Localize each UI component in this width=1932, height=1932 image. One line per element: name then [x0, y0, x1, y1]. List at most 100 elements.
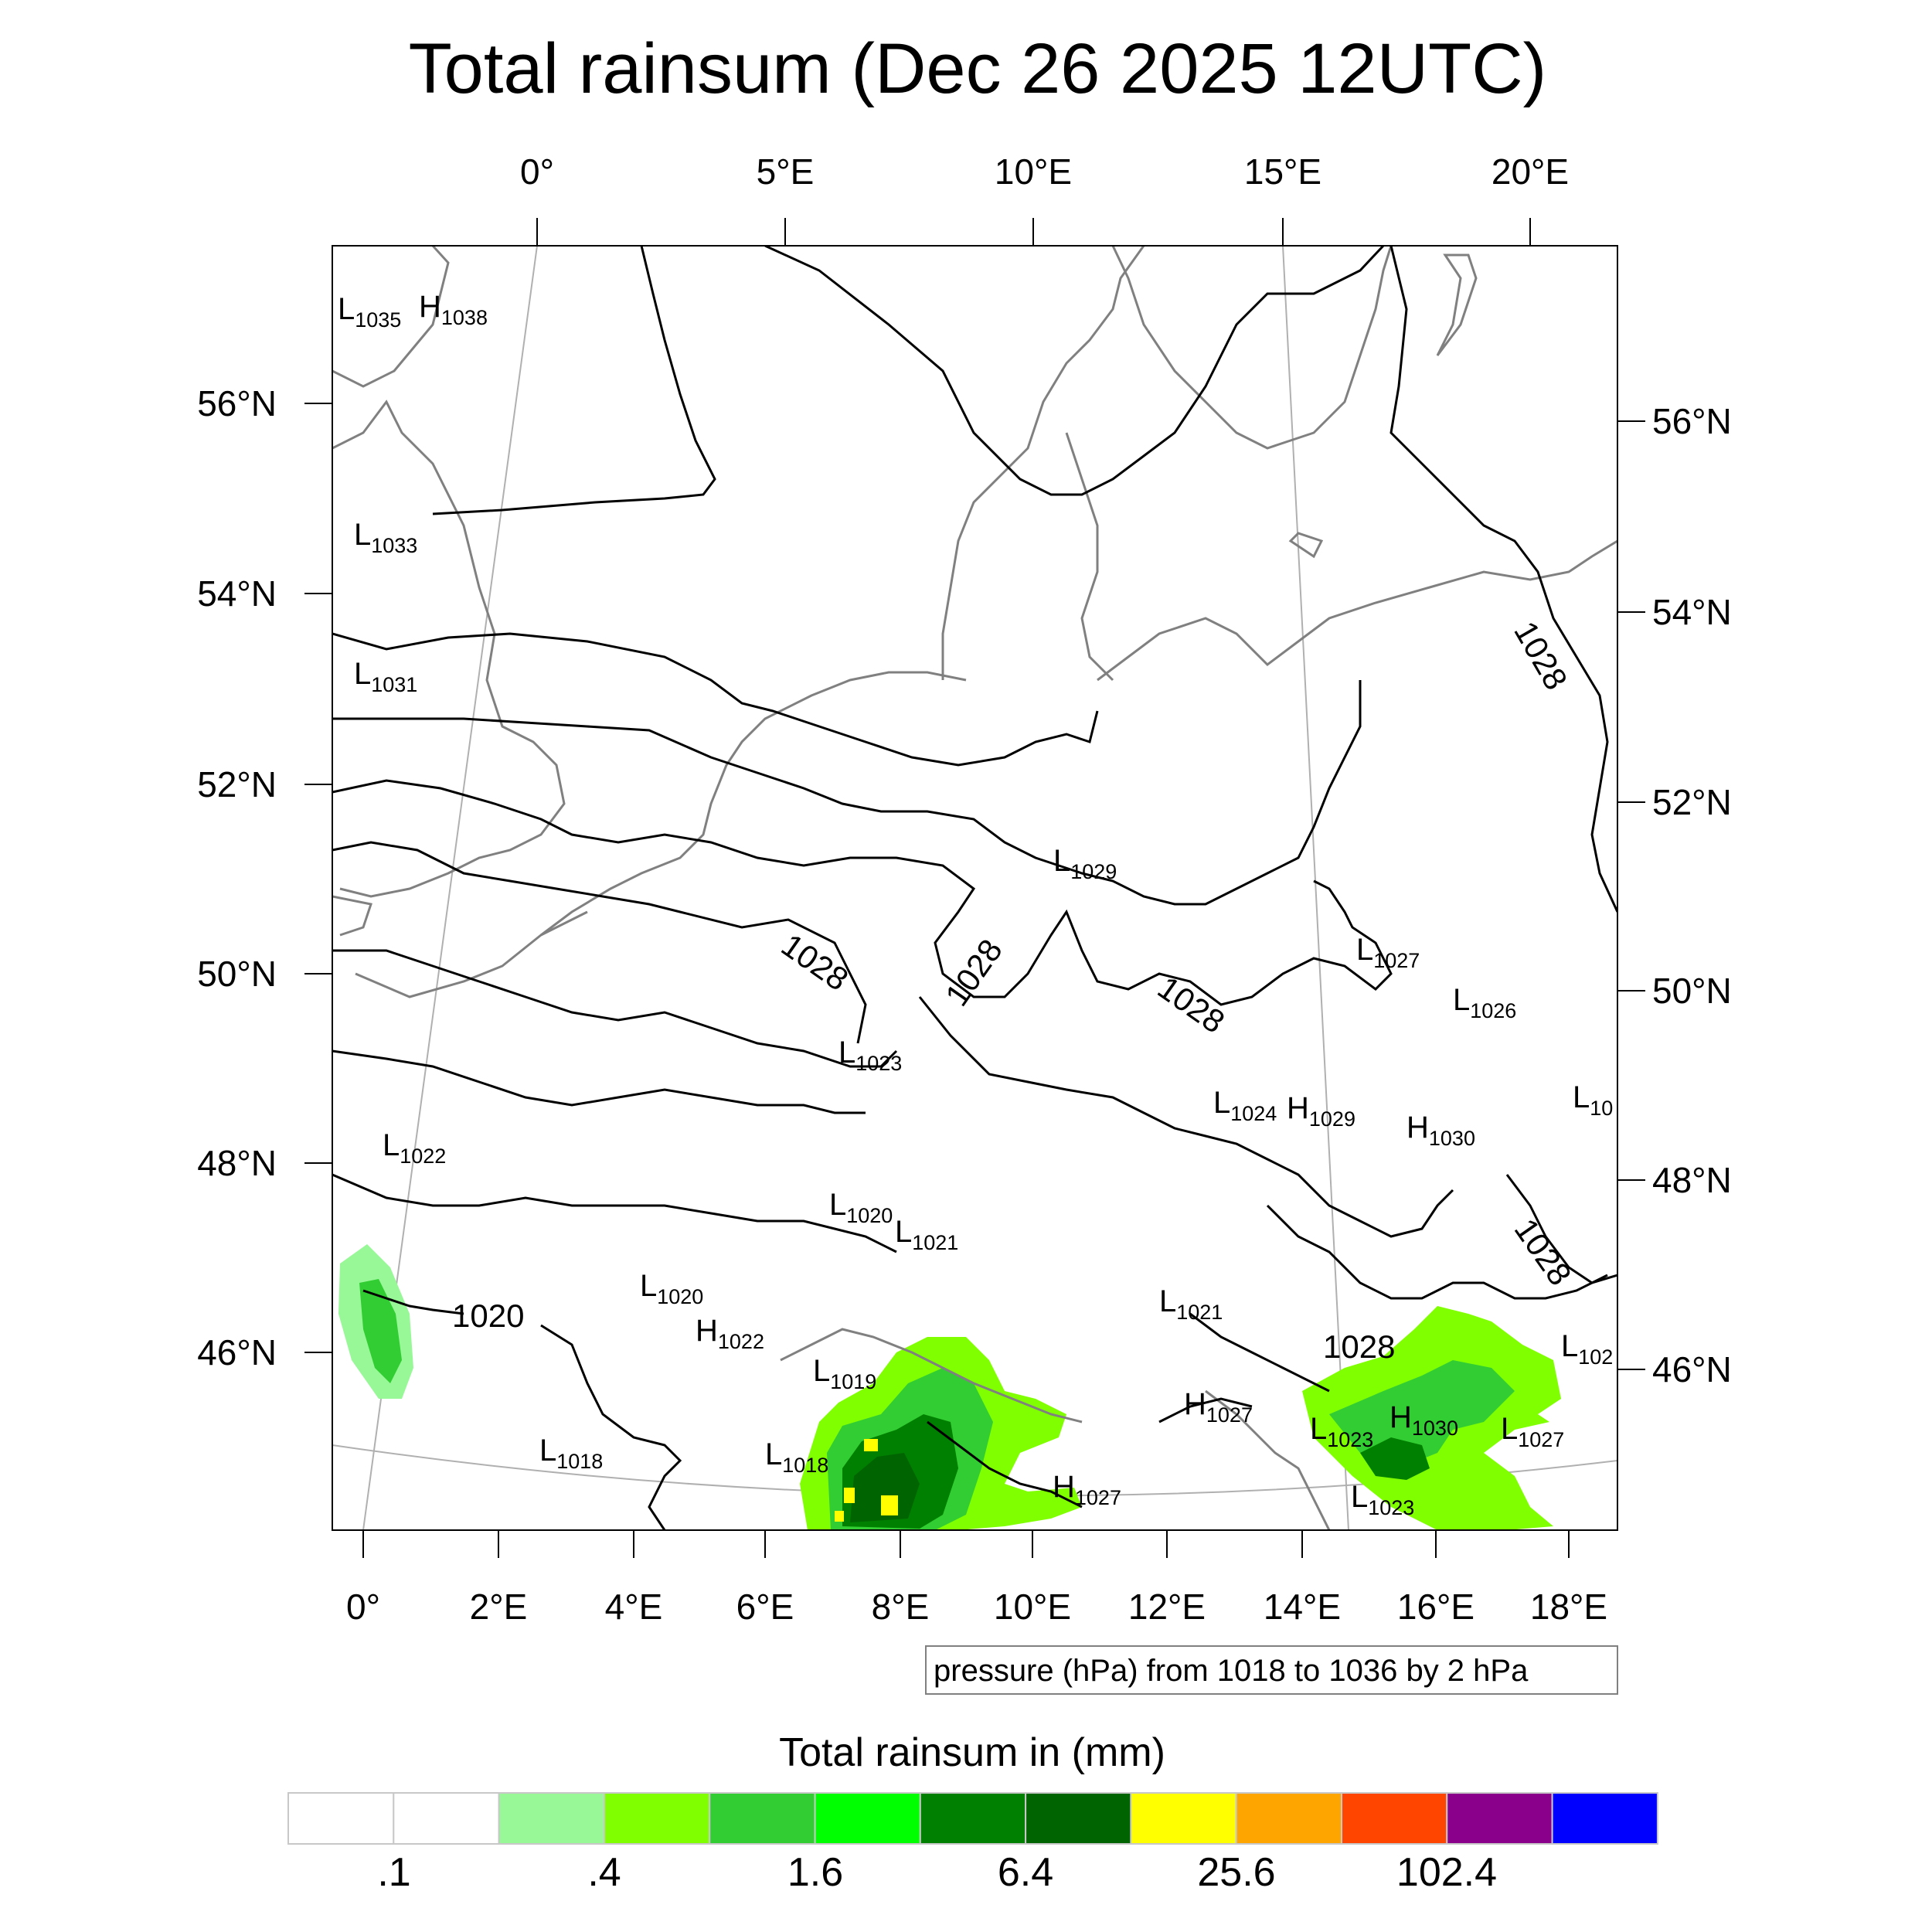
- colorbar-swatch: [1235, 1792, 1342, 1845]
- coast-adriatic: [1205, 1389, 1331, 1530]
- contour-1028-mid: [332, 779, 1393, 1006]
- bottom-lon-tick-label: 0°: [346, 1587, 380, 1627]
- colorbar-label: 25.6: [1197, 1850, 1275, 1895]
- colorbar-title: Total rainsum in (mm): [779, 1730, 1165, 1775]
- pressure-center-label: L1029: [1053, 844, 1117, 883]
- bottom-lon-tick-label: 16°E: [1397, 1587, 1475, 1627]
- bottom-lon-tick-label: 2°E: [470, 1587, 528, 1627]
- rain-area-east-core: [1360, 1437, 1430, 1480]
- meridian-15e: [1282, 246, 1349, 1530]
- pressure-center-label: L1026: [1453, 983, 1516, 1022]
- pressure-center-label: L1018: [765, 1437, 828, 1477]
- contour-value-label: 1028: [1323, 1328, 1395, 1365]
- contour-1029: [332, 680, 1362, 906]
- colorbar-swatch: [498, 1792, 605, 1845]
- pressure-center-label: H1038: [419, 290, 488, 329]
- contour-poland-east: [1389, 246, 1617, 913]
- pressure-center-label: L102: [1561, 1329, 1613, 1369]
- coast-wales: [332, 895, 372, 937]
- contour-legend-box: [925, 1645, 1618, 1695]
- pressure-contours: [332, 246, 1617, 1530]
- left-lat-tick-label: 50°N: [197, 954, 277, 994]
- coast-baltic-south: [1097, 539, 1617, 682]
- colorbar-swatch: [1446, 1792, 1553, 1845]
- pressure-center-label: H1027: [1184, 1387, 1253, 1427]
- rain-peak-3: [881, 1495, 898, 1515]
- right-lat-tick-label: 56°N: [1652, 401, 1732, 441]
- bottom-lon-tick-label: 8°E: [872, 1587, 930, 1627]
- contour-1025: [332, 1049, 866, 1114]
- left-lat-tick-label: 56°N: [197, 383, 277, 423]
- pressure-center-label: L1020: [640, 1269, 703, 1308]
- contour-1030-north: [332, 632, 1099, 767]
- contour-north-sea: [432, 246, 716, 515]
- contour-1027-south: [1158, 1397, 1253, 1423]
- coast-bornholm: [1288, 532, 1324, 559]
- coast-sweden-south: [1111, 246, 1393, 450]
- right-lat-labels: 56°N 54°N 52°N 50°N 48°N 46°N: [1652, 401, 1732, 1389]
- top-lon-tick-label: 5°E: [757, 151, 815, 192]
- coast-channel: [355, 910, 588, 998]
- contour-1027: [332, 841, 867, 1044]
- bottom-lon-tick-label: 12°E: [1128, 1587, 1206, 1627]
- pressure-center-label: L1024: [1213, 1086, 1277, 1125]
- contour-legend-text: pressure (hPa) from 1018 to 1036 by 2 hP…: [934, 1654, 1529, 1688]
- colorbar-swatch: [287, 1792, 395, 1845]
- colorbar-swatch: [393, 1792, 500, 1845]
- left-lat-tick-label: 52°N: [197, 764, 277, 804]
- pressure-center-label: H1027: [1053, 1470, 1121, 1509]
- bottom-lon-tick-label: 6°E: [736, 1587, 794, 1627]
- pressure-center-label: H1030: [1406, 1111, 1475, 1150]
- top-lon-tick-label: 10°E: [995, 151, 1072, 192]
- coast-gotland: [1436, 253, 1478, 356]
- contour-1021: [1266, 1204, 1608, 1300]
- colorbar-swatch: [1551, 1792, 1658, 1845]
- colorbar-label: .1: [377, 1850, 410, 1895]
- contour-denmark: [764, 246, 1385, 496]
- coast-england-east: [332, 400, 566, 898]
- left-lat-labels: 56°N 54°N 52°N 50°N 48°N 46°N: [197, 383, 277, 1372]
- colorbar-swatch: [709, 1792, 816, 1845]
- contour-1028-east: [1505, 1174, 1617, 1284]
- pressure-center-label: L1031: [354, 657, 417, 696]
- pressure-center-label: H1029: [1287, 1091, 1355, 1131]
- pressure-center-labels: L1035 H1038 L1033 L1031 L1029 L1027 L102…: [338, 290, 1613, 1519]
- pressure-center-label: L1023: [1351, 1480, 1414, 1519]
- contour-1028-south: [1189, 1312, 1330, 1393]
- rain-area-east-mid: [1329, 1360, 1515, 1468]
- map-layers: [332, 246, 1617, 1530]
- top-lon-tick-label: 15°E: [1244, 151, 1321, 192]
- rain-area-alps-core: [850, 1453, 920, 1522]
- coast-scotland-east: [332, 246, 450, 388]
- pressure-center-label: H1030: [1389, 1400, 1458, 1440]
- pressure-center-label: L1027: [1356, 933, 1420, 972]
- pressure-center-label: L1018: [539, 1434, 603, 1473]
- plot-frame: [332, 245, 1618, 1531]
- rain-peak-4: [835, 1511, 844, 1522]
- coast-jutland-east: [1065, 432, 1114, 682]
- colorbar-label: 1.6: [787, 1850, 843, 1895]
- coastlines: [332, 246, 1617, 1530]
- right-lat-tick-label: 50°N: [1652, 971, 1732, 1011]
- bottom-lon-tick-label: 10°E: [994, 1587, 1071, 1627]
- contour-value-label: 1020: [452, 1298, 524, 1334]
- coast-benelux: [540, 671, 967, 937]
- contour-1019: [540, 1324, 682, 1530]
- top-lon-tick-label: 0°: [520, 151, 554, 192]
- colorbar-swatch: [919, 1792, 1027, 1845]
- rain-shading: [338, 1244, 1561, 1530]
- contour-1026: [332, 949, 898, 1068]
- pressure-center-label: L1022: [383, 1128, 446, 1168]
- right-lat-tick-label: 48°N: [1652, 1160, 1732, 1200]
- contour-1020: [362, 1289, 464, 1315]
- pressure-center-label: H1022: [696, 1314, 764, 1353]
- pressure-center-label: L1033: [354, 518, 417, 557]
- colorbar: [287, 1792, 1658, 1845]
- right-lat-tick-label: 54°N: [1652, 592, 1732, 632]
- bottom-lon-tick-label: 4°E: [605, 1587, 663, 1627]
- colorbar-swatch: [1341, 1792, 1448, 1845]
- pressure-center-label: L10: [1573, 1080, 1613, 1120]
- pressure-center-label: L1023: [838, 1036, 902, 1075]
- contour-1027-alps: [927, 1420, 1083, 1509]
